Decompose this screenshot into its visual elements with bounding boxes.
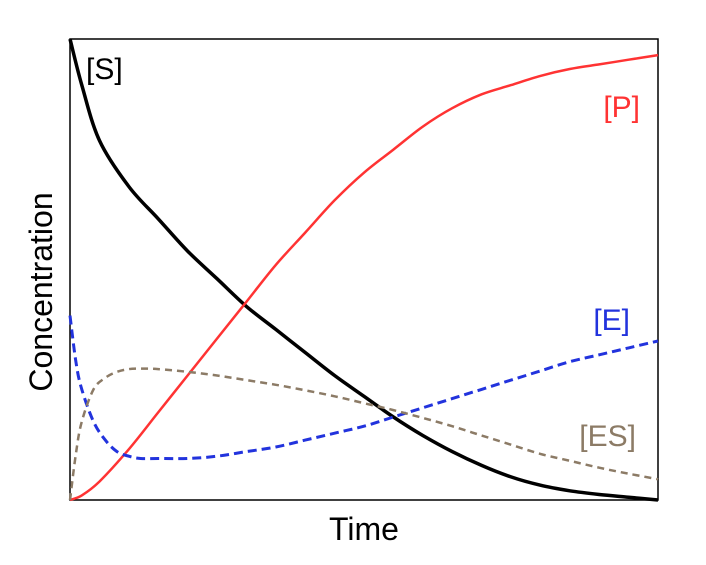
series-label-es: [ES]	[579, 420, 636, 453]
series-label-s: [S]	[86, 53, 123, 86]
plot-area	[69, 38, 659, 501]
series-line-s	[68, 38, 659, 502]
series-line-e	[68, 315, 659, 461]
series-line-es	[68, 367, 659, 501]
series-label-p: [P]	[603, 91, 640, 124]
series-label-e: [E]	[593, 304, 630, 337]
series-layer	[68, 38, 659, 502]
series-line-p	[69, 53, 659, 502]
y-axis-label: Concentration	[23, 192, 59, 391]
x-axis-label: Time	[329, 511, 399, 547]
label-layer: [S] [P] [E] [ES]	[86, 53, 640, 453]
